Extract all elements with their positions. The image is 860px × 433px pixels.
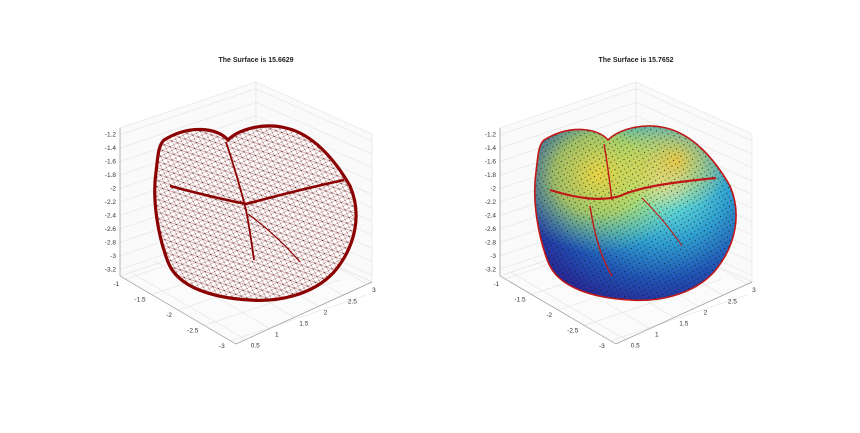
plot-1: -1.2 -1.4 -1.6 -1.8 -2 -2.2 -2.4 -2.6 -2.8 -3 -3.2…: [105, 57, 376, 350]
x-tick-label: 1: [275, 332, 279, 339]
z-tick-label: -3: [490, 253, 496, 260]
x-gridline: [509, 271, 626, 340]
z-tick-label: -2.2: [105, 199, 117, 206]
z-tick-label: -1.2: [485, 132, 497, 139]
y-tick-label: -2.5: [187, 327, 199, 334]
z-tick-label: -3: [110, 253, 116, 260]
x-tick-label: 1.5: [679, 320, 688, 327]
z-tick-label: -1.2: [105, 132, 117, 139]
surface-groove: [225, 141, 255, 261]
y-gridline: [584, 279, 721, 326]
y-tick-label: -1.5: [134, 297, 146, 304]
surface-ridge: [169, 178, 345, 206]
z-tick-label: -1.6: [105, 159, 117, 166]
z-tick-label: -2: [490, 186, 496, 193]
y-tick-label: -2: [546, 312, 552, 319]
x-tick-label: 3: [752, 287, 756, 294]
floor-axis: [119, 275, 373, 345]
y-tick-label: -1.5: [514, 297, 526, 304]
surface-vertices: [534, 125, 737, 301]
tooth-surface: [153, 124, 358, 302]
y-tick-label: -3: [219, 343, 225, 350]
plot-2: -1.2 -1.4 -1.6 -1.8 -2 -2.2 -2.4 -2.6 -2.8 -3 -3.2…: [485, 57, 756, 350]
z-gridline: [119, 101, 373, 155]
z-gridline: [119, 88, 373, 142]
surface-groove: [247, 213, 301, 263]
z-tick-label: -1.4: [485, 145, 497, 152]
y-tick-label: -2: [166, 312, 172, 319]
surface-groove: [603, 143, 613, 201]
surface-mesh: [154, 125, 357, 301]
z-tick-label: -3.2: [485, 266, 497, 273]
x-tick-label: 2.5: [728, 298, 737, 305]
z-gridline: [499, 88, 753, 142]
x-tick-label: 2: [704, 309, 708, 316]
x-tick-label: 2: [324, 309, 328, 316]
z-tick-label: -2.4: [485, 212, 497, 219]
z-tick-label: -1.4: [105, 145, 117, 152]
plot-title: The Surface is 15.6629: [218, 57, 293, 64]
surface-rim: [533, 125, 737, 302]
surface-groove: [641, 197, 683, 247]
z-tick-label: -1.8: [105, 172, 117, 179]
x-tick-label: 1.5: [299, 320, 308, 327]
z-tick-label: -2.2: [485, 199, 497, 206]
y-tick-label: -1: [493, 281, 499, 288]
surface-ridge: [549, 176, 717, 200]
x-tick-label: 1: [655, 332, 659, 339]
z-tick-label: -2: [110, 186, 116, 193]
y-tick-label: -2.5: [567, 327, 579, 334]
y-tick-label: -1: [113, 281, 119, 288]
x-tick-label: 0.5: [251, 343, 260, 350]
z-tick-label: -3.2: [105, 266, 117, 273]
plot-title: The Surface is 15.7652: [598, 57, 673, 64]
z-tick-label: -2.6: [105, 226, 117, 233]
z-tick-label: -2.8: [105, 239, 117, 246]
y-gridline: [610, 294, 747, 342]
y-tick-label: -3: [599, 343, 605, 350]
z-tick-label: -2.6: [485, 226, 497, 233]
z-tick-label: -1.8: [485, 172, 497, 179]
floor-axis: [499, 275, 753, 345]
surface-groove: [589, 205, 613, 277]
x-tick-label: 3: [372, 287, 376, 294]
z-gridline: [499, 101, 753, 155]
x-tick-label: 0.5: [631, 343, 640, 350]
z-tick-label: -2.8: [485, 239, 497, 246]
y-gridline: [230, 294, 367, 342]
surface-rim: [153, 124, 358, 302]
tooth-surface: [533, 125, 737, 302]
x-gridline: [129, 271, 246, 340]
z-tick-label: -1.6: [485, 159, 497, 166]
x-tick-label: 2.5: [348, 298, 357, 305]
z-tick-label: -2.4: [105, 212, 117, 219]
